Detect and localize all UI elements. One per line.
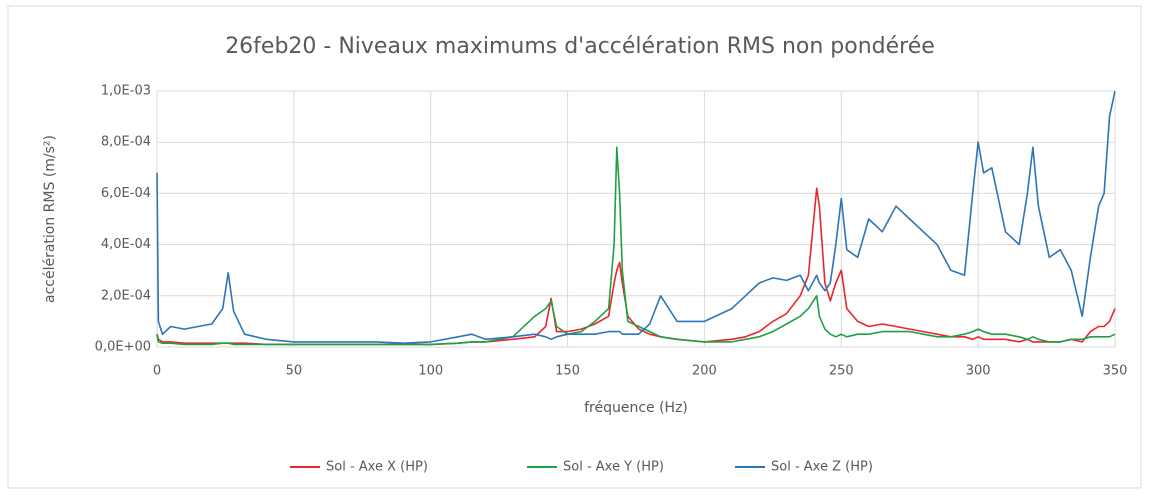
series-line [156,146,1116,346]
y-axis-label: accélération RMS (m/s²) [42,135,58,303]
legend-label: Sol - Axe Z (HP) [771,460,873,475]
x-tick-label: 0 [153,364,161,379]
y-tick-label: 8,0E-04 [101,135,151,150]
x-tick-label: 350 [1103,364,1128,379]
legend-label: Sol - Axe Y (HP) [563,460,664,475]
y-tick-label: 0,0E+00 [95,340,151,355]
x-tick-label: 250 [829,364,854,379]
chart-frame [7,5,1142,489]
x-tick-label: 50 [286,364,303,379]
y-tick-label: 4,0E-04 [101,237,151,252]
y-tick-label: 6,0E-04 [101,186,151,201]
x-tick-label: 150 [555,364,580,379]
x-tick-label: 300 [966,364,991,379]
x-axis-label: fréquence (Hz) [584,400,688,416]
legend-label: Sol - Axe X (HP) [326,460,428,475]
x-tick-label: 100 [418,364,443,379]
y-tick-label: 2,0E-04 [101,288,151,303]
series-line [156,90,1116,344]
y-tick-label: 1,0E-03 [101,84,151,99]
x-tick-label: 200 [692,364,717,379]
chart-title: 26feb20 - Niveaux maximums d'accélératio… [225,34,935,59]
